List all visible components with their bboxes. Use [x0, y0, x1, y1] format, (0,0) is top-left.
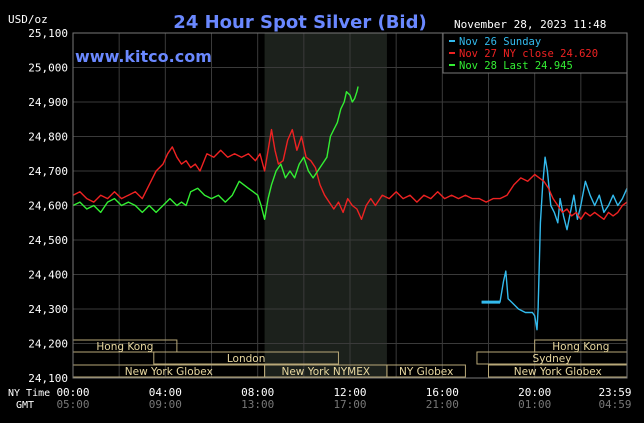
x-tick-label-gmt: 13:00 — [241, 398, 274, 411]
y-tick-label: 24,400 — [28, 269, 68, 282]
series-line-1 — [72, 128, 628, 220]
y-tick-label: 24,900 — [28, 96, 68, 109]
y-tick-label: 24,600 — [28, 200, 68, 213]
y-tick-label: 24,700 — [28, 165, 68, 178]
y-tick-label: 25,100 — [28, 27, 68, 40]
session-box — [153, 351, 339, 365]
series-lines — [72, 86, 628, 331]
y-tick-labels: 25,100 25,000 24,900 24,800 24,700 24,600 24,5… — [28, 27, 68, 385]
y-axis-label: USD/oz — [8, 13, 48, 26]
series-line-2 — [72, 86, 359, 220]
ny-time-row-label: NY Time — [8, 388, 50, 399]
x-tick-label-gmt: 09:00 — [149, 398, 182, 411]
chart-title: 24 Hour Spot Silver (Bid) — [173, 12, 426, 33]
session-box — [386, 364, 466, 378]
session-label: London — [227, 353, 266, 365]
y-tick-label: 24,100 — [28, 372, 68, 385]
session-label: NY Globex — [399, 366, 453, 378]
y-tick-label: 24,800 — [28, 131, 68, 144]
session-label: Hong Kong — [96, 341, 153, 353]
y-tick-label: 24,300 — [28, 303, 68, 316]
x-tick-label-gmt: 01:00 — [518, 398, 551, 411]
watermark: www.kitco.com — [75, 47, 212, 66]
session-label: New York NYMEX — [281, 366, 370, 378]
x-tick-label-ny: 16:00 — [426, 386, 459, 399]
timestamp: November 28, 2023 11:48 — [454, 18, 606, 31]
session-boxes: Hong Kong London New York Globex New York N… — [72, 339, 628, 378]
x-tick-label-gmt: 21:00 — [426, 398, 459, 411]
session-label: New York Globex — [125, 366, 213, 378]
y-tick-label: 24,200 — [28, 338, 68, 351]
x-tick-label-ny: 00:00 — [56, 386, 89, 399]
gmt-row-label: GMT — [16, 400, 34, 411]
legend-box — [442, 32, 628, 74]
x-tick-label-ny: 04:00 — [149, 386, 182, 399]
x-tick-label-ny: 23:59 — [598, 386, 631, 399]
legend-entry: Nov 28 Last 24.945 — [459, 60, 573, 72]
y-tick-label: 24,500 — [28, 234, 68, 247]
x-tick-label-gmt: 17:00 — [333, 398, 366, 411]
session-label: Sydney — [533, 353, 572, 365]
legend-entry: Nov 26 Sunday — [459, 36, 541, 48]
x-tick-label-ny: 12:00 — [333, 386, 366, 399]
x-tick-label-ny: 20:00 — [518, 386, 551, 399]
x-tick-label-ny: 08:00 — [241, 386, 274, 399]
series-line-0 — [481, 156, 628, 331]
x-tick-label-gmt: 05:00 — [56, 398, 89, 411]
x-tick-label-gmt: 04:59 — [598, 398, 631, 411]
session-label: New York Globex — [514, 366, 602, 378]
y-tick-label: 25,000 — [28, 62, 68, 75]
legend-entry: Nov 27 NY close 24.620 — [459, 48, 598, 60]
session-label: Hong Kong — [552, 341, 609, 353]
plot-frame — [72, 32, 628, 379]
